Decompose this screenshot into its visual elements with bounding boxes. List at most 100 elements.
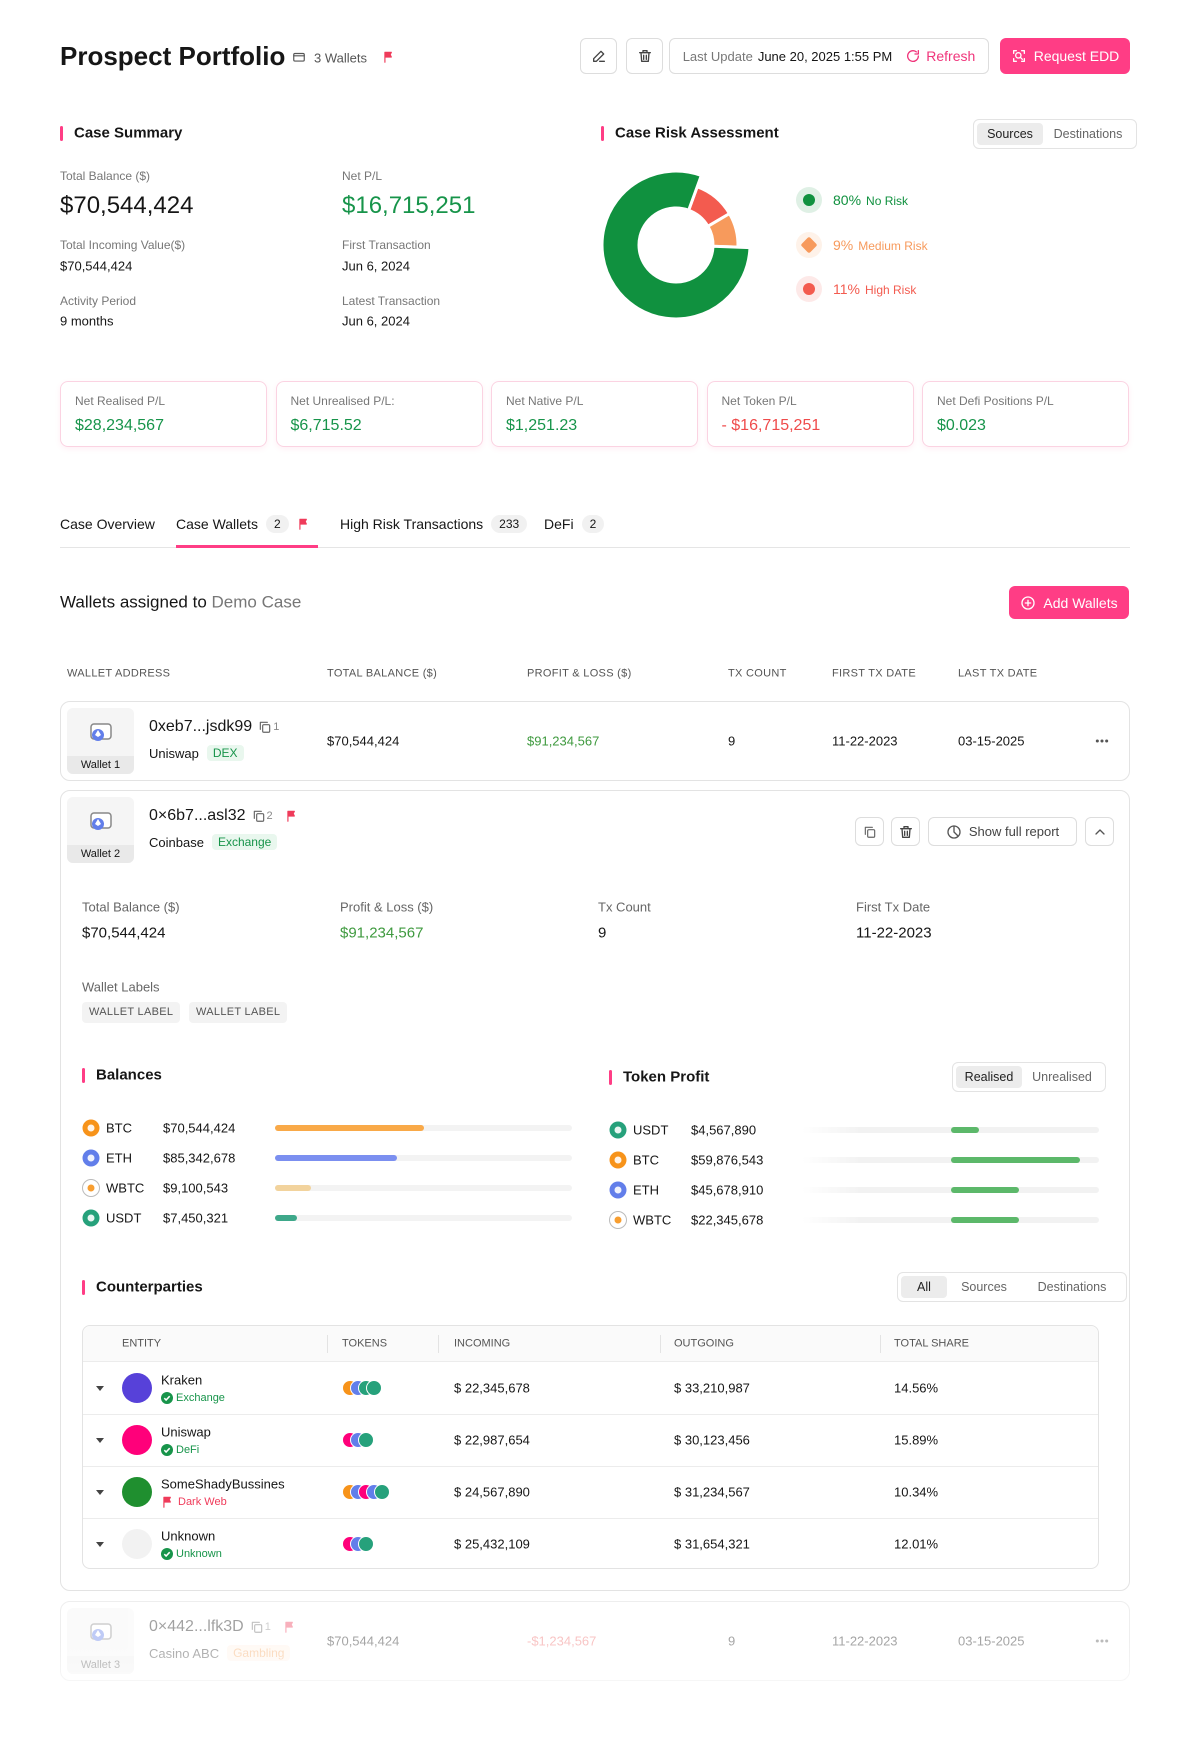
icon-part	[251, 1621, 260, 1630]
incoming: $ 24,567,890	[454, 1484, 530, 1500]
total-share: 10.34%	[894, 1484, 939, 1500]
token-stack-coin	[358, 1432, 374, 1448]
counterparty-toggle-option[interactable]: Sources	[947, 1276, 1021, 1298]
icon-part	[96, 1438, 104, 1443]
icon-part	[907, 50, 920, 62]
delete-wallet-icon	[898, 824, 914, 840]
profit-toggle-option[interactable]: Unrealised	[1022, 1066, 1102, 1088]
balance-value: $7,450,321	[163, 1210, 229, 1226]
risk-toggle-option[interactable]: Destinations	[1043, 123, 1133, 145]
detail-value: $91,234,567	[340, 924, 424, 942]
icon-part	[1019, 56, 1023, 60]
balance-bar	[275, 1185, 311, 1191]
more-button[interactable]	[1088, 727, 1116, 755]
entity-logo	[122, 1477, 152, 1507]
icon-part	[285, 1621, 293, 1633]
edit-button[interactable]	[580, 38, 617, 74]
icon-part	[163, 1395, 171, 1402]
wallet-badge: Wallet 2	[67, 845, 134, 863]
counterparty-toggle-option[interactable]: All	[901, 1276, 947, 1298]
collapse-button[interactable]	[1085, 817, 1114, 846]
balance-value: $85,342,678	[163, 1150, 236, 1166]
entity-name: Uniswap	[161, 1424, 211, 1440]
profit-track	[802, 1187, 1099, 1193]
icon-part	[384, 51, 392, 63]
fade-overlay	[0, 1640, 1200, 1758]
entity-type: Unknown	[176, 1547, 222, 1560]
tab[interactable]: Case Overview	[60, 517, 155, 531]
balance-track	[275, 1185, 572, 1191]
entity-type: DeFi	[176, 1443, 200, 1456]
icon-part	[1100, 739, 1104, 743]
tab[interactable]: High Risk Transactions 233	[340, 515, 528, 533]
tab-flag	[297, 517, 311, 531]
icon-part	[251, 1621, 262, 1633]
entity-type-icon	[161, 1444, 173, 1456]
column-header: PROFIT & LOSS ($)	[527, 667, 632, 680]
token-icon-core	[614, 1216, 622, 1224]
summary-label: First Transaction	[342, 238, 431, 252]
icon-part	[161, 1548, 173, 1560]
delete-wallet-button[interactable]	[891, 817, 920, 846]
counterparty-toggle-option-text: All	[917, 1280, 931, 1294]
profit-token: BTC	[633, 1152, 659, 1168]
detail-value: $70,544,424	[82, 924, 166, 942]
wallet-flag	[283, 1620, 297, 1634]
entity-logo	[122, 1373, 152, 1403]
refresh-link[interactable]: Refresh	[905, 48, 975, 64]
tab[interactable]: Case Wallets 2	[176, 515, 311, 533]
wallet-exchange: Uniswap	[149, 745, 199, 761]
risk-toggle-option[interactable]: Sources	[977, 123, 1043, 145]
profit-toggle-option-text: Realised	[964, 1070, 1014, 1084]
icon-part	[947, 824, 961, 839]
column-header: LAST TX DATE	[958, 667, 1038, 680]
more-button	[1094, 733, 1110, 749]
profit-toggle-option[interactable]: Realised	[956, 1066, 1022, 1088]
column-divider	[327, 1335, 328, 1353]
counterparty-toggle-option[interactable]: Destinations	[1021, 1276, 1123, 1298]
entity-type-row: Dark Web	[161, 1495, 227, 1509]
counterparty-toggle-option-text: Sources	[961, 1280, 1007, 1294]
profit-bar	[951, 1127, 979, 1133]
token-stack-coin	[366, 1380, 382, 1396]
request-edd-button[interactable]: Request EDD	[1000, 38, 1130, 74]
metric-value: $0.023	[937, 417, 986, 434]
icon-part	[864, 826, 873, 835]
entity-logo	[122, 1529, 152, 1559]
icon-part	[96, 1542, 104, 1547]
icon-part	[286, 810, 295, 822]
case-summary-title: Case Summary	[74, 124, 183, 142]
icon-part	[92, 1629, 104, 1641]
outgoing: $ 33,210,987	[674, 1380, 750, 1396]
copy-button[interactable]	[855, 817, 884, 846]
wallet-pl: $91,234,567	[527, 733, 600, 749]
delete-button[interactable]	[626, 38, 663, 74]
risk-icon	[796, 232, 822, 258]
entity-type: Dark Web	[178, 1495, 227, 1508]
profit-bar	[951, 1187, 1019, 1193]
icon-part	[95, 819, 101, 826]
metric-label: Net Realised P/L	[75, 394, 166, 408]
wallet-tile: Wallet 2	[67, 797, 134, 863]
last-update-box: Last Update June 20, 2025 1:55 PM Refresh	[669, 38, 989, 74]
risk-legend-item: 9% Medium Risk	[833, 238, 928, 252]
delete-button-icon	[637, 48, 653, 64]
flag-icon	[382, 50, 396, 64]
tab[interactable]: DeFi 2	[544, 515, 605, 533]
show-report-button[interactable]: Show full report	[928, 817, 1077, 846]
icon-part	[638, 50, 651, 62]
icon-part	[90, 812, 112, 830]
metric-value: $1,251.23	[506, 417, 578, 434]
entity-name: Unknown	[161, 1528, 216, 1544]
icon-part	[1012, 50, 1025, 62]
expand-caret	[94, 1382, 106, 1394]
copy-button-icon	[863, 825, 877, 839]
show-report-text: Show full report	[968, 824, 1060, 839]
column-header: FIRST TX DATE	[832, 667, 916, 680]
icon-part	[259, 721, 271, 733]
add-wallets-button[interactable]: Add Wallets	[1009, 586, 1129, 619]
metric-value: $6,715.52	[290, 417, 362, 434]
counterparties-title: Counterparties	[96, 1278, 203, 1296]
copy-count: 2	[266, 809, 273, 822]
risk-name: High Risk	[864, 283, 917, 297]
